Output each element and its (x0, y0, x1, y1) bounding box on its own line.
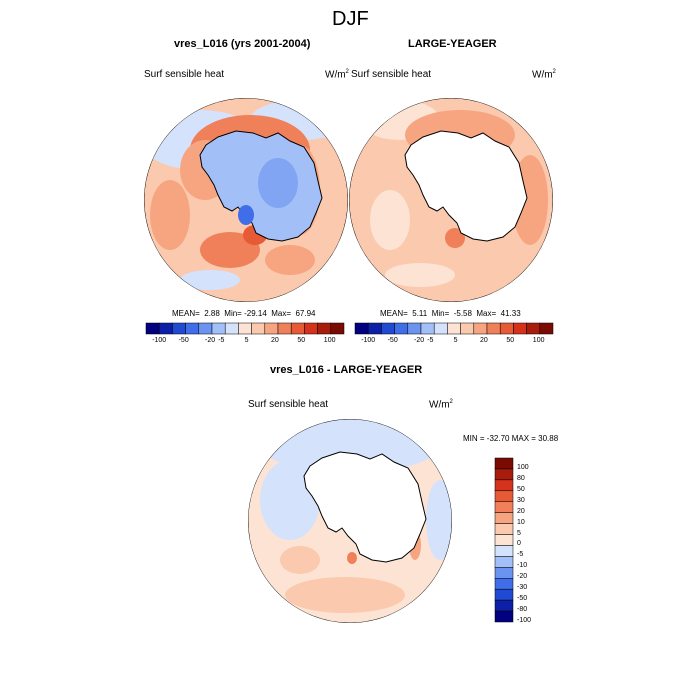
colorbar-tick-label: -5 (218, 337, 225, 344)
panel-2-title: LARGE-YEAGER (408, 38, 497, 50)
panel-1-antarctica (199, 130, 323, 242)
colorbar-tick-label: -100 (152, 337, 167, 344)
colorbar-tick-label: -5 (427, 337, 434, 344)
panel-3-variable: Surf sensible heat (248, 399, 329, 410)
colorbar-swatch (460, 322, 475, 335)
colorbar-tick-label: 100 (517, 463, 529, 471)
colorbar-swatch (494, 479, 514, 492)
colorbar-swatch (494, 588, 514, 601)
colorbar-swatch (198, 322, 213, 335)
colorbar-swatch (494, 468, 514, 481)
colorbar-tick-label: 100 (532, 337, 545, 344)
panel-2-variable: Surf sensible heat (351, 69, 432, 80)
colorbar-tick-label: -100 (517, 617, 532, 624)
colorbar-swatch (447, 322, 461, 335)
colorbar-swatch (158, 322, 173, 335)
colorbar-swatch (494, 534, 514, 546)
colorbar-swatch (494, 610, 514, 623)
colorbar-tick-label: 50 (297, 337, 306, 344)
colorbar-swatch (494, 523, 514, 535)
colorbar-swatch (304, 322, 318, 335)
colorbar-swatch (526, 322, 541, 335)
panel-3-stats: MIN = -32.70 MAX = 30.88 (463, 434, 559, 443)
colorbar-swatch (172, 322, 186, 335)
colorbar-tick-label: -5 (517, 551, 524, 559)
colorbar-swatch (499, 322, 514, 335)
colorbar-swatch (513, 322, 527, 335)
colorbar-tick-label: 20 (271, 337, 279, 344)
colorbar-swatch (407, 322, 422, 335)
colorbar-tick-label: 5 (244, 337, 249, 344)
panel-1-stats: MEAN= 2.88 Min= -29.14 Max= 67.94 (172, 309, 316, 318)
map-panel-2 (349, 98, 553, 302)
colorbar-swatch (290, 322, 305, 335)
map-panel-3 (248, 419, 452, 623)
colorbar-swatch (494, 599, 514, 612)
colorbar-panel-1 (145, 322, 345, 335)
colorbar-swatch (145, 322, 160, 335)
colorbar-tick-label: 20 (517, 507, 525, 515)
colorbar-swatch (420, 322, 435, 335)
panel-1-units: W/m2 (325, 69, 349, 81)
colorbar-panel-2 (354, 322, 554, 335)
colorbar-swatch (494, 490, 514, 502)
colorbar-swatch (317, 322, 332, 335)
colorbar-panel-3 (494, 457, 514, 623)
map-panel-1 (144, 98, 348, 302)
colorbar-tick-label: -80 (517, 606, 528, 614)
colorbar-tick-label: -20 (414, 337, 425, 344)
page-title: DJF (332, 8, 369, 30)
colorbar-tick-label: 100 (323, 337, 336, 344)
colorbar-tick-label: 80 (517, 474, 525, 482)
colorbar-tick-label: 10 (517, 518, 525, 526)
colorbar-tick-label: 20 (480, 337, 488, 344)
colorbar-swatch (494, 501, 514, 513)
colorbar-swatch (494, 545, 514, 557)
colorbar-tick-label: -20 (205, 337, 216, 344)
colorbar-swatch (539, 322, 554, 335)
panel-3-units: W/m2 (429, 399, 453, 411)
colorbar-swatch (330, 322, 345, 335)
colorbar-swatch (381, 322, 395, 335)
colorbar-swatch (251, 322, 266, 335)
panel-2-stats: MEAN= 5.11 Min= -5.58 Max= 41.33 (380, 309, 521, 318)
colorbar-swatch (494, 567, 514, 579)
colorbar-swatch (494, 512, 514, 524)
colorbar-swatch (277, 322, 292, 335)
colorbar-swatch (211, 322, 226, 335)
colorbar-tick-label: 5 (453, 337, 458, 344)
colorbar-swatch (238, 322, 252, 335)
colorbar-swatch (494, 578, 514, 590)
colorbar-swatch (394, 322, 409, 335)
colorbar-swatch (494, 556, 514, 568)
colorbar-swatch (486, 322, 501, 335)
panel-1-title: vres_L016 (yrs 2001-2004) (174, 38, 311, 50)
colorbar-tick-label: 30 (517, 496, 525, 504)
colorbar-tick-label: -10 (517, 562, 528, 570)
colorbar-tick-label: 50 (517, 485, 525, 493)
panel-2-units: W/m2 (532, 69, 556, 81)
colorbar-swatch (367, 322, 382, 335)
colorbar-tick-label: -100 (361, 337, 376, 344)
panel-1-variable: Surf sensible heat (144, 69, 225, 80)
colorbar-tick-label: 50 (506, 337, 515, 344)
colorbar-tick-label: -50 (178, 337, 189, 344)
colorbar-tick-label: 0 (517, 540, 521, 548)
colorbar-swatch (185, 322, 200, 335)
colorbar-swatch (494, 457, 514, 470)
colorbar-tick-label: -20 (517, 573, 528, 581)
panel-3-title: vres_L016 - LARGE-YEAGER (270, 364, 423, 376)
colorbar-tick-label: -30 (517, 584, 528, 592)
colorbar-swatch (224, 322, 239, 335)
colorbar-tick-label: -50 (387, 337, 398, 344)
colorbar-swatch (473, 322, 488, 335)
colorbar-tick-label: -50 (517, 595, 528, 603)
colorbar-tick-label: 5 (517, 529, 521, 537)
colorbar-swatch (433, 322, 448, 335)
colorbar-swatch (264, 322, 279, 335)
colorbar-swatch (354, 322, 369, 335)
